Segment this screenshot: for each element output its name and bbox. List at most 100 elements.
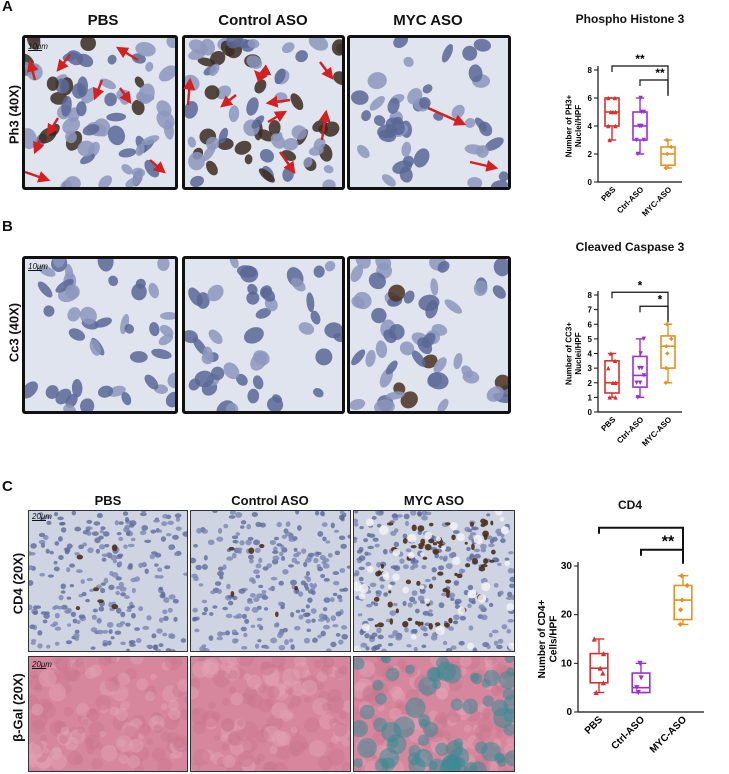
data-point	[639, 123, 644, 129]
micrograph-bgal-pbs	[28, 656, 188, 772]
data-point	[637, 380, 643, 385]
y-tick-label: 6	[588, 94, 593, 103]
micrograph-bgal-control-aso	[190, 656, 351, 772]
y-tick-label: 0	[566, 707, 572, 718]
box	[632, 355, 648, 388]
chart-title-cc3: Cleaved Caspase 3	[575, 240, 685, 254]
y-tick-label: 4	[588, 122, 593, 131]
data-point	[684, 582, 690, 589]
y-tick-label: 3	[588, 364, 593, 373]
y-tick-label: 0	[588, 178, 593, 187]
column-title-c-pbs: PBS	[94, 493, 122, 508]
data-point	[597, 665, 603, 671]
significance-label: *	[658, 292, 663, 306]
significance-bracket	[639, 79, 669, 94]
y-tick-label: 2	[588, 150, 593, 159]
y-tick-label: 1	[588, 393, 593, 402]
scale-bar-b: 10μm	[28, 262, 48, 271]
data-point	[635, 395, 641, 400]
y-tick-label: 7	[588, 306, 593, 315]
data-point	[635, 151, 641, 157]
y-tick-label: 6	[588, 320, 593, 329]
significance-bracket	[598, 526, 684, 558]
data-point	[606, 95, 611, 101]
data-point	[664, 343, 669, 349]
data-point	[613, 109, 618, 115]
data-point	[664, 322, 670, 327]
y-axis-label: Number of PH3+Nuclei/HPF	[565, 94, 583, 157]
x-tick-label: MYC-ASO	[648, 714, 689, 755]
chart-cd4: 0 10 20 30 Number of CD4+Cells/HPF PBS Ctrl-AS…	[537, 520, 704, 756]
data-point	[634, 137, 639, 143]
y-tick-label: 20	[561, 610, 573, 621]
x-tick-label: PBS	[583, 714, 606, 737]
y-tick-label: 0	[588, 408, 593, 417]
micrograph-ph3-control-aso	[182, 35, 345, 190]
y-tick-label: 8	[588, 66, 593, 75]
data-point	[638, 675, 644, 681]
data-point	[641, 109, 647, 115]
data-point	[613, 123, 618, 129]
column-title-myc-aso: MYC ASO	[393, 12, 463, 29]
row-label-cd4: CD4 (20X)	[10, 552, 26, 615]
data-point	[600, 680, 606, 686]
data-point	[612, 358, 618, 364]
data-point	[637, 660, 643, 666]
data-point	[606, 123, 611, 129]
data-point	[600, 670, 606, 676]
significance-label: **	[635, 52, 645, 66]
data-point	[612, 95, 618, 101]
significance-bracket	[639, 305, 669, 321]
chart-title-ph3: Phospho Histone 3	[575, 12, 685, 26]
data-point	[634, 685, 640, 691]
data-point	[608, 351, 614, 356]
data-point	[641, 137, 647, 143]
data-point	[608, 109, 614, 115]
significance-bracket	[640, 548, 684, 564]
box	[673, 584, 693, 621]
data-point	[679, 573, 685, 579]
scale-bar-a: 10μm	[28, 42, 48, 51]
y-tick-label: 30	[561, 561, 573, 572]
data-point	[613, 395, 618, 400]
y-tick-label: 10	[561, 658, 573, 669]
micrograph-bgal-myc-aso	[353, 656, 515, 772]
significance-label: **	[655, 66, 665, 80]
box	[660, 146, 676, 167]
x-tick-label: MYC-ASO	[640, 415, 673, 448]
panel-letter-b: B	[2, 218, 13, 235]
data-point	[593, 689, 599, 696]
column-title-c-myc-aso: MYC ASO	[403, 493, 465, 508]
y-axis-label: Number of CC3+Nuclei/HPF	[565, 322, 583, 385]
micrograph-cd4-pbs	[28, 510, 188, 652]
data-point	[665, 151, 670, 157]
micrograph-ph3-myc-aso	[347, 35, 511, 190]
data-point	[677, 621, 683, 627]
box	[604, 360, 620, 394]
column-title-control-aso: Control ASO	[218, 12, 308, 29]
significance-label: **	[662, 534, 675, 551]
y-tick-label: 4	[588, 350, 593, 359]
micrograph-cc3-myc-aso	[347, 256, 511, 414]
data-point	[638, 95, 643, 101]
data-point	[665, 351, 670, 356]
row-label-bgal: β-Gal (20X)	[10, 673, 26, 742]
data-point	[641, 336, 647, 342]
y-tick-label: 2	[588, 379, 593, 388]
x-tick-label: PBS	[599, 185, 617, 203]
data-point	[641, 373, 647, 378]
column-title-pbs: PBS	[87, 12, 119, 29]
y-tick-label: 5	[588, 335, 593, 344]
data-point	[591, 636, 597, 642]
data-point	[669, 144, 674, 150]
data-point	[600, 651, 607, 657]
micrograph-cc3-control-aso	[182, 256, 345, 414]
data-point	[606, 365, 611, 371]
data-point	[607, 395, 613, 400]
scale-bar-c2: 20μm	[32, 660, 52, 669]
box	[589, 652, 609, 684]
x-tick-label: MYC-ASO	[640, 185, 673, 218]
box	[631, 672, 651, 694]
panel-letter-a: A	[2, 0, 13, 15]
